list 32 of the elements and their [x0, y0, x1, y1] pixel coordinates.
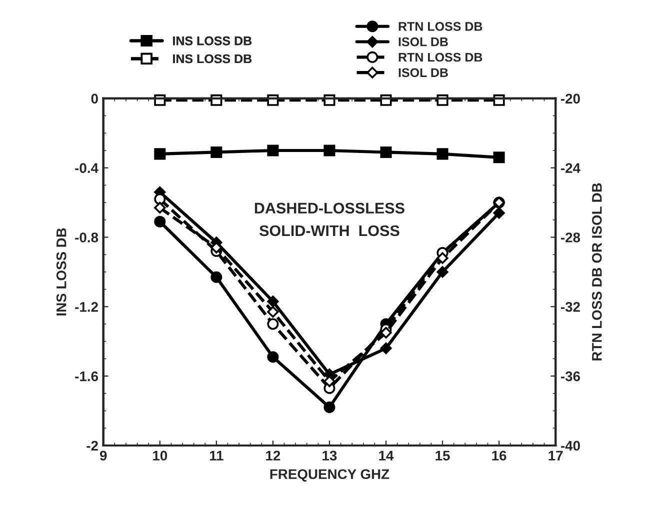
x-tick-label: 9	[100, 450, 107, 461]
y-tick-label: 0	[91, 94, 98, 104]
y2-tick-label: -24	[560, 163, 580, 173]
y2-tick-label: -20	[560, 94, 580, 104]
x-tick-label: 13	[322, 450, 337, 461]
y2-tick-label: -32	[560, 302, 580, 312]
y2-axis-title: RTN LOSS DB OR ISOL DB	[592, 183, 602, 360]
legend-label: ISOL DB	[398, 37, 448, 46]
x-tick-label: 14	[379, 450, 394, 460]
x-tick-label: 11	[210, 450, 224, 460]
y-tick-label: -0.8	[75, 232, 98, 242]
legend-label: ISOL DB	[398, 68, 448, 78]
y2-tick-label: -28	[560, 232, 580, 242]
x-tick-label: 16	[492, 450, 506, 461]
annotation: DASHED-LOSSLESS	[254, 202, 404, 214]
x-tick-label: 17	[548, 450, 563, 460]
annotation: SOLID-WITH LOSS	[259, 225, 400, 236]
x-axis-title: FREQUENCY GHZ	[270, 469, 390, 482]
y-tick-label: -1.6	[75, 371, 98, 382]
x-tick-label: 10	[153, 450, 168, 461]
legend-label: INS LOSS DB	[173, 36, 252, 46]
legend-label: RTN LOSS DB	[398, 22, 482, 31]
y-tick-label: -0.4	[75, 163, 98, 173]
y-axis-title: INS LOSS DB	[56, 228, 66, 316]
y-tick-label: -2	[86, 440, 98, 451]
legend-label: RTN LOSS DB	[398, 52, 482, 62]
x-tick-label: 12	[266, 450, 280, 460]
y-tick-label: -1.2	[75, 302, 98, 312]
x-tick-label: 15	[436, 450, 450, 461]
y2-tick-label: -36	[560, 371, 580, 382]
y2-tick-label: -40	[560, 440, 580, 451]
legend-label: INS LOSS DB	[173, 54, 252, 64]
